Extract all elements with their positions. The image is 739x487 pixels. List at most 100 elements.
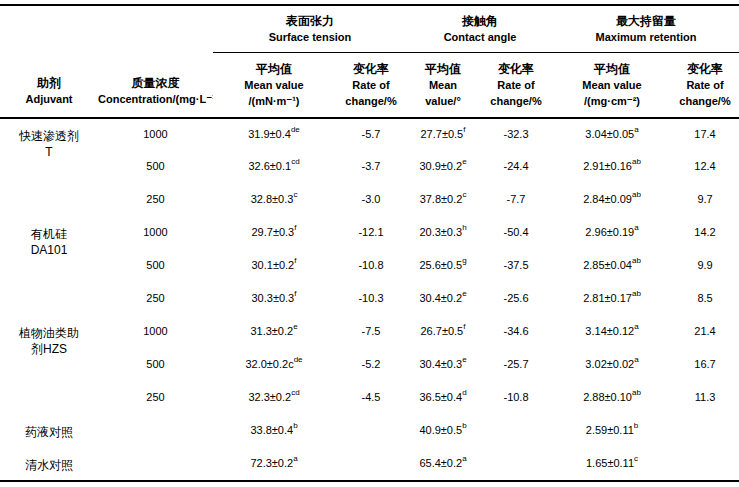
ca-mean-cell: 40.9±0.5b: [407, 415, 479, 448]
cell-value: 1.65±0.11: [586, 457, 634, 469]
significance-superscript: f: [294, 289, 296, 298]
header-line: change/%: [671, 93, 739, 109]
cell-value: -25.6: [503, 292, 528, 304]
significance-superscript: c: [462, 190, 466, 199]
ca-rate-cell: -37.5: [479, 250, 553, 283]
significance-superscript: a: [462, 454, 466, 463]
header-group-row: 助剂Adjuvant质量浓度Concentration/(mg·L⁻¹)表面张力…: [0, 5, 739, 53]
ca-mean-cell: 27.7±0.5f: [407, 118, 479, 151]
ca-mean-cell: 30.4±0.2e: [407, 283, 479, 316]
cell-value: 65.4±0.2: [419, 457, 462, 469]
header-surface-tension-rate: 变化率Rate ofchange/%: [335, 53, 407, 119]
cell-value: -37.5: [503, 259, 528, 271]
cell-value: 30.9±0.2: [419, 160, 462, 172]
significance-superscript: f: [463, 125, 465, 134]
ca-rate-cell: -32.3: [479, 118, 553, 151]
cell-value: 36.5±0.4: [419, 391, 462, 403]
st-rate-cell: -3.0: [335, 184, 407, 217]
group-title-en: Maximum retention: [553, 30, 739, 45]
concentration-cell: 250: [98, 382, 213, 415]
cell-value: 30.4±0.2: [419, 292, 462, 304]
ca-mean-cell: 37.8±0.2c: [407, 184, 479, 217]
header-line: 平均值: [213, 61, 335, 77]
group-title-zh: 最大持留量: [553, 13, 739, 30]
ca-rate-cell: -10.8: [479, 382, 553, 415]
header-adjuvant-en: Adjuvant: [0, 92, 98, 107]
cell-value: 32.8±0.3: [251, 193, 294, 205]
ca-mean-cell: 25.6±0.5g: [407, 250, 479, 283]
cell-value: 30.1±0.2: [252, 259, 295, 271]
cell-value: 26.7±0.5: [421, 325, 464, 337]
adjuvant-name-line: 植物油类助: [0, 325, 98, 341]
cell-value: 32.0±0.2c: [245, 358, 293, 370]
header-line: Mean: [407, 77, 479, 93]
cell-value: -3.0: [362, 193, 381, 205]
cell-value: -10.3: [358, 292, 383, 304]
ca-mean-cell: 20.3±0.3h: [407, 217, 479, 250]
ca-mean-cell: 30.4±0.3e: [407, 349, 479, 382]
significance-superscript: e: [462, 355, 466, 364]
cell-value: 2.91±0.16: [583, 160, 632, 172]
cell-value: -3.7: [362, 160, 381, 172]
table-row: 药液对照 33.8±0.4b 40.9±0.5b 2.59±0.11 b: [0, 415, 739, 448]
cell-value: 3.14±0.12: [585, 325, 634, 337]
mr-mean-cell: 2.91±0.16ab: [553, 151, 671, 184]
cell-value: 40.9±0.5: [419, 424, 462, 436]
concentration-cell: 500: [98, 250, 213, 283]
cell-value: 3.04±0.05: [585, 128, 634, 140]
st-mean-cell: 30.3±0.3f: [213, 283, 335, 316]
st-mean-cell: 32.8±0.3c: [213, 184, 335, 217]
mr-rate-cell: 21.4: [671, 316, 739, 349]
cell-value: 2.84±0.09: [583, 193, 632, 205]
concentration-cell: 250: [98, 283, 213, 316]
concentration-cell: 500: [98, 151, 213, 184]
significance-superscript: ab: [632, 157, 641, 166]
table-row: 植物油类助剂HZS100031.3±0.2e-7.526.7±0.5f-34.6…: [0, 316, 739, 349]
header-line: 变化率: [671, 61, 739, 77]
mr-mean-cell: 2.88±0.10ab: [553, 382, 671, 415]
cell-value: -10.8: [358, 259, 383, 271]
adjuvant-cell: 药液对照: [0, 415, 98, 448]
cell-value: 37.8±0.2: [420, 193, 463, 205]
group-title-en: Surface tension: [213, 30, 407, 45]
cell-value: 14.2: [694, 226, 715, 238]
mr-rate-cell: 11.3: [671, 382, 739, 415]
significance-superscript: c: [634, 454, 638, 463]
ca-rate-cell: [479, 448, 553, 481]
significance-superscript: d: [462, 388, 466, 397]
cell-value: 2.59±0.11: [586, 424, 634, 436]
table-row: 50032.6±0.1cd-3.730.9±0.2e-24.42.91±0.16…: [0, 151, 739, 184]
header-line: value/°: [407, 93, 479, 109]
header-line: Mean value: [553, 77, 671, 93]
ca-rate-cell: -25.6: [479, 283, 553, 316]
significance-superscript: f: [294, 223, 296, 232]
significance-superscript: b: [462, 421, 466, 430]
adjuvant-name-line: 药液对照: [0, 424, 98, 440]
significance-superscript: a: [293, 454, 297, 463]
st-rate-cell: -7.5: [335, 316, 407, 349]
mr-mean-cell: 3.02±0.02a: [553, 349, 671, 382]
significance-superscript: f: [463, 322, 465, 331]
header-line: change/%: [479, 93, 553, 109]
significance-superscript: cd: [291, 388, 299, 397]
cell-value: -34.6: [503, 325, 528, 337]
header-max-retention-rate: 变化率Rate ofchange/%: [671, 53, 739, 119]
significance-superscript: ab: [632, 256, 641, 265]
significance-superscript: e: [462, 289, 466, 298]
mr-rate-cell: [671, 448, 739, 481]
st-mean-cell: 29.7±0.3f: [213, 217, 335, 250]
st-mean-cell: 31.9±0.4de: [213, 118, 335, 151]
adjuvant-name-line: 有机硅: [0, 226, 98, 242]
ca-rate-cell: -34.6: [479, 316, 553, 349]
mr-rate-cell: 8.5: [671, 283, 739, 316]
st-rate-cell: -3.7: [335, 151, 407, 184]
significance-superscript: de: [291, 125, 300, 134]
adjuvant-name-line: 清水对照: [0, 457, 98, 473]
group-title-zh: 表面张力: [213, 13, 407, 30]
cell-value: 2.88±0.10: [583, 391, 632, 403]
significance-superscript: h: [462, 223, 466, 232]
mr-mean-cell: 2.81±0.17ab: [553, 283, 671, 316]
st-mean-cell: 33.8±0.4b: [213, 415, 335, 448]
mr-mean-cell: 3.04±0.05a: [553, 118, 671, 151]
cell-value: 31.3±0.2: [250, 325, 293, 337]
